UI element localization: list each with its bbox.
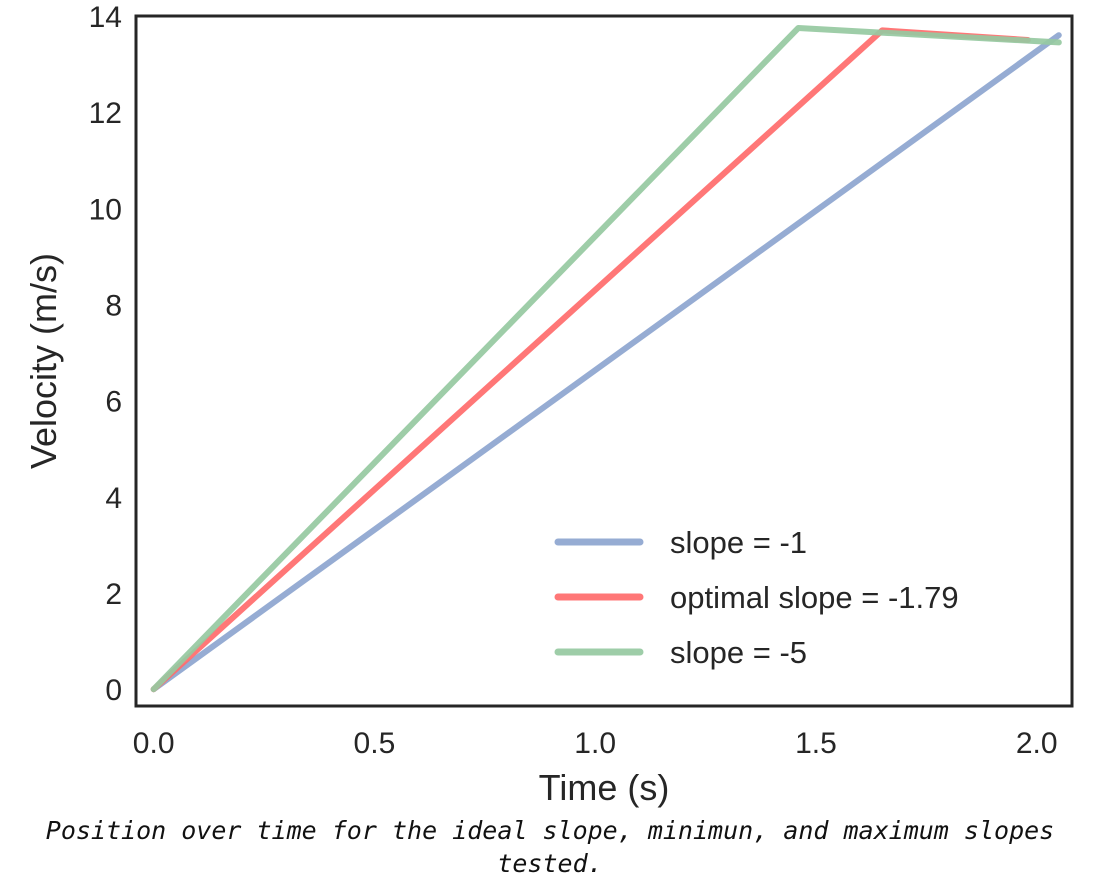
plot-frame bbox=[134, 14, 1074, 708]
y-tick-label: 2 bbox=[105, 578, 122, 611]
velocity-chart: 0.0 0.5 1.0 1.5 2.0 0 2 4 6 8 10 12 14 Time (s) Vel… bbox=[23, 1, 1074, 808]
y-axis-label: Velocity (m/s) bbox=[23, 253, 64, 469]
y-tick-labels: 0 2 4 6 8 10 12 14 bbox=[89, 1, 122, 707]
series-line-2 bbox=[150, 25, 1062, 693]
y-tick-label: 0 bbox=[105, 674, 122, 707]
x-tick-label: 1.0 bbox=[574, 727, 616, 760]
y-tick-label: 10 bbox=[89, 193, 122, 226]
y-tick-label: 12 bbox=[89, 97, 122, 130]
y-tick-label: 8 bbox=[105, 290, 122, 323]
series-layer bbox=[150, 25, 1062, 693]
x-tick-label: 0.0 bbox=[133, 727, 175, 760]
figure-caption: Position over time for the ideal slope, … bbox=[45, 816, 1055, 878]
x-axis-label: Time (s) bbox=[539, 767, 670, 808]
y-tick-label: 6 bbox=[105, 386, 122, 419]
x-tick-label: 1.5 bbox=[795, 727, 837, 760]
x-tick-label: 2.0 bbox=[1016, 727, 1058, 760]
legend-label-1: optimal slope = -1.79 bbox=[670, 580, 959, 615]
x-tick-label: 0.5 bbox=[354, 727, 396, 760]
y-tick-label: 14 bbox=[89, 1, 122, 34]
y-tick-label: 4 bbox=[105, 482, 122, 515]
legend-label-0: slope = -1 bbox=[670, 525, 807, 560]
x-tick-labels: 0.0 0.5 1.0 1.5 2.0 bbox=[133, 727, 1058, 760]
legend-label-2: slope = -5 bbox=[670, 635, 807, 670]
legend: slope = -1 optimal slope = -1.79 slope = -… bbox=[554, 525, 959, 670]
series-line-0 bbox=[150, 32, 1062, 693]
